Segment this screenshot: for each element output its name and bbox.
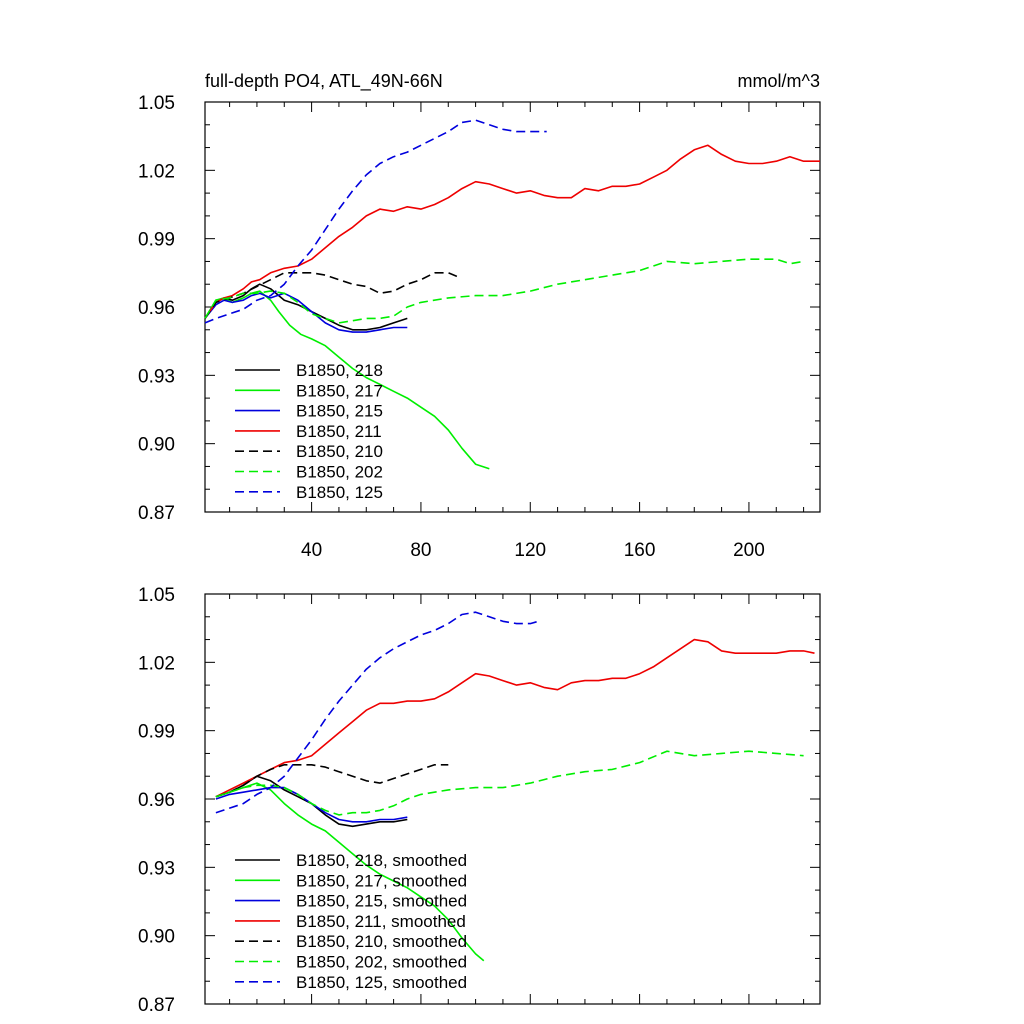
chart-unit: mmol/m^3 bbox=[738, 71, 820, 91]
y-tick-label: 0.90 bbox=[138, 435, 175, 456]
series-group-bottom bbox=[215, 611, 815, 962]
x-tick-label: 40 bbox=[301, 540, 322, 561]
series-line bbox=[204, 283, 408, 331]
y-tick-label: 0.93 bbox=[138, 366, 175, 387]
y-tick-label: 1.05 bbox=[138, 585, 175, 606]
legend-label: B1850, 217, smoothed bbox=[296, 871, 467, 890]
y-tick-label: 0.93 bbox=[138, 858, 175, 879]
series-line bbox=[215, 786, 408, 823]
panel-bottom: 0.87 0.90 0.93 0.96 0.99 1.02 1.05 B1850, 218,… bbox=[138, 585, 821, 1016]
series-group-top bbox=[204, 119, 820, 470]
legend-label: B1850, 202, smoothed bbox=[296, 953, 467, 972]
axis-ticks-bottom: 0.87 0.90 0.93 0.96 0.99 1.02 1.05 bbox=[138, 585, 820, 1016]
chart-title: full-depth PO4, ATL_49N-66N bbox=[205, 71, 443, 92]
series-line bbox=[204, 292, 408, 333]
legend-label: B1850, 125 bbox=[296, 483, 383, 502]
x-tick-label: 120 bbox=[514, 540, 546, 561]
series-line bbox=[215, 750, 804, 816]
series-line bbox=[215, 763, 449, 798]
legend-label: B1850, 202 bbox=[296, 463, 383, 482]
y-tick-label: 0.87 bbox=[138, 995, 175, 1016]
legend-label: B1850, 218 bbox=[296, 361, 383, 380]
series-line bbox=[204, 290, 490, 470]
x-tick-label: 160 bbox=[624, 540, 656, 561]
x-tick-label: 200 bbox=[733, 540, 765, 561]
y-tick-label: 0.90 bbox=[138, 927, 175, 948]
legend-label: B1850, 211 bbox=[296, 422, 382, 441]
series-line bbox=[215, 611, 539, 814]
y-tick-label: 1.02 bbox=[138, 161, 175, 182]
y-tick-label: 0.96 bbox=[138, 298, 175, 319]
x-tick-label: 80 bbox=[410, 540, 431, 561]
legend-label: B1850, 125, smoothed bbox=[296, 973, 467, 992]
legend-label: B1850, 215 bbox=[296, 402, 383, 421]
panel-top: full-depth PO4, ATL_49N-66N mmol/m^3 0.8… bbox=[138, 71, 821, 561]
series-line bbox=[204, 258, 804, 324]
legend-label: B1850, 211, smoothed bbox=[296, 912, 466, 931]
y-tick-label: 0.99 bbox=[138, 230, 175, 251]
legend-label: B1850, 218, smoothed bbox=[296, 851, 467, 870]
y-tick-label: 1.05 bbox=[138, 93, 175, 114]
axis-ticks-top: 0.87 0.90 0.93 0.96 0.99 1.02 1.05 40 80 120 160 20… bbox=[138, 93, 820, 561]
series-line bbox=[215, 638, 815, 798]
legend-label: B1850, 215, smoothed bbox=[296, 892, 467, 911]
y-tick-label: 0.99 bbox=[138, 722, 175, 743]
legend-label: B1850, 217 bbox=[296, 381, 383, 400]
series-line bbox=[204, 119, 547, 324]
legend-label: B1850, 210, smoothed bbox=[296, 932, 467, 951]
y-tick-label: 1.02 bbox=[138, 653, 175, 674]
legend-label: B1850, 210 bbox=[296, 442, 383, 461]
y-tick-label: 0.87 bbox=[138, 503, 175, 524]
series-line bbox=[204, 144, 820, 319]
y-tick-label: 0.96 bbox=[138, 790, 175, 811]
series-line bbox=[204, 271, 460, 319]
